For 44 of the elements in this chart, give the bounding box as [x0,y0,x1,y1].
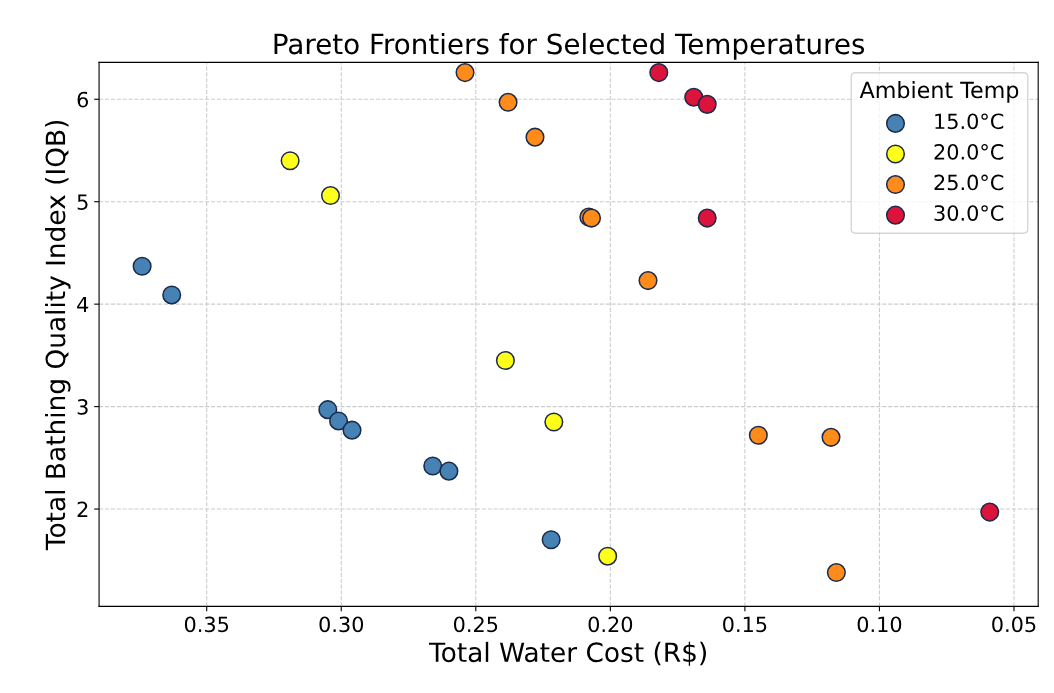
y-tick-label: 5 [77,194,88,210]
y-tick-label: 4 [77,296,89,313]
legend-label: 30.0°C [934,205,1004,221]
legend-label: 15.0°C [935,113,1004,130]
point [329,411,349,431]
x-axis-title: Total Water Cost (R$) [428,641,706,666]
point [318,400,338,420]
x-tick-label: 0.15 [723,616,767,633]
point [980,502,1000,522]
x-tick-label: 0.10 [857,616,902,633]
point [525,127,545,147]
point [498,92,518,112]
y-tick-label: 6 [77,91,89,108]
point [544,412,564,432]
point [697,208,717,228]
point [162,285,182,305]
x-tick-label: 0.20 [588,616,633,633]
chart-title: Pareto Frontiers for Selected Temperatures [274,32,865,60]
point [598,546,618,566]
legend-label: 25.0°C [934,174,1004,191]
x-tick-label: 0.30 [319,616,364,633]
point [495,350,515,371]
point [638,271,658,291]
point [132,256,152,276]
point [320,186,341,206]
y-tick-label: 3 [77,399,88,415]
point [423,456,443,476]
point [748,425,768,445]
legend-title: Ambient Temp [859,81,1019,103]
x-tick-label: 0.05 [992,616,1036,633]
point [455,63,475,83]
x-tick-label: 0.35 [184,616,229,633]
point [821,427,841,447]
point [826,563,846,583]
y-tick-label: 2 [77,501,88,517]
point [649,63,669,83]
x-tick-label: 0.25 [453,616,498,633]
y-axis-title: Total Bathing Quality Index (IQB) [45,120,71,551]
point [342,420,362,440]
point [439,461,459,481]
legend-label: 20.0°C [934,143,1004,160]
point [697,94,717,114]
point [541,530,561,550]
point [280,151,300,171]
